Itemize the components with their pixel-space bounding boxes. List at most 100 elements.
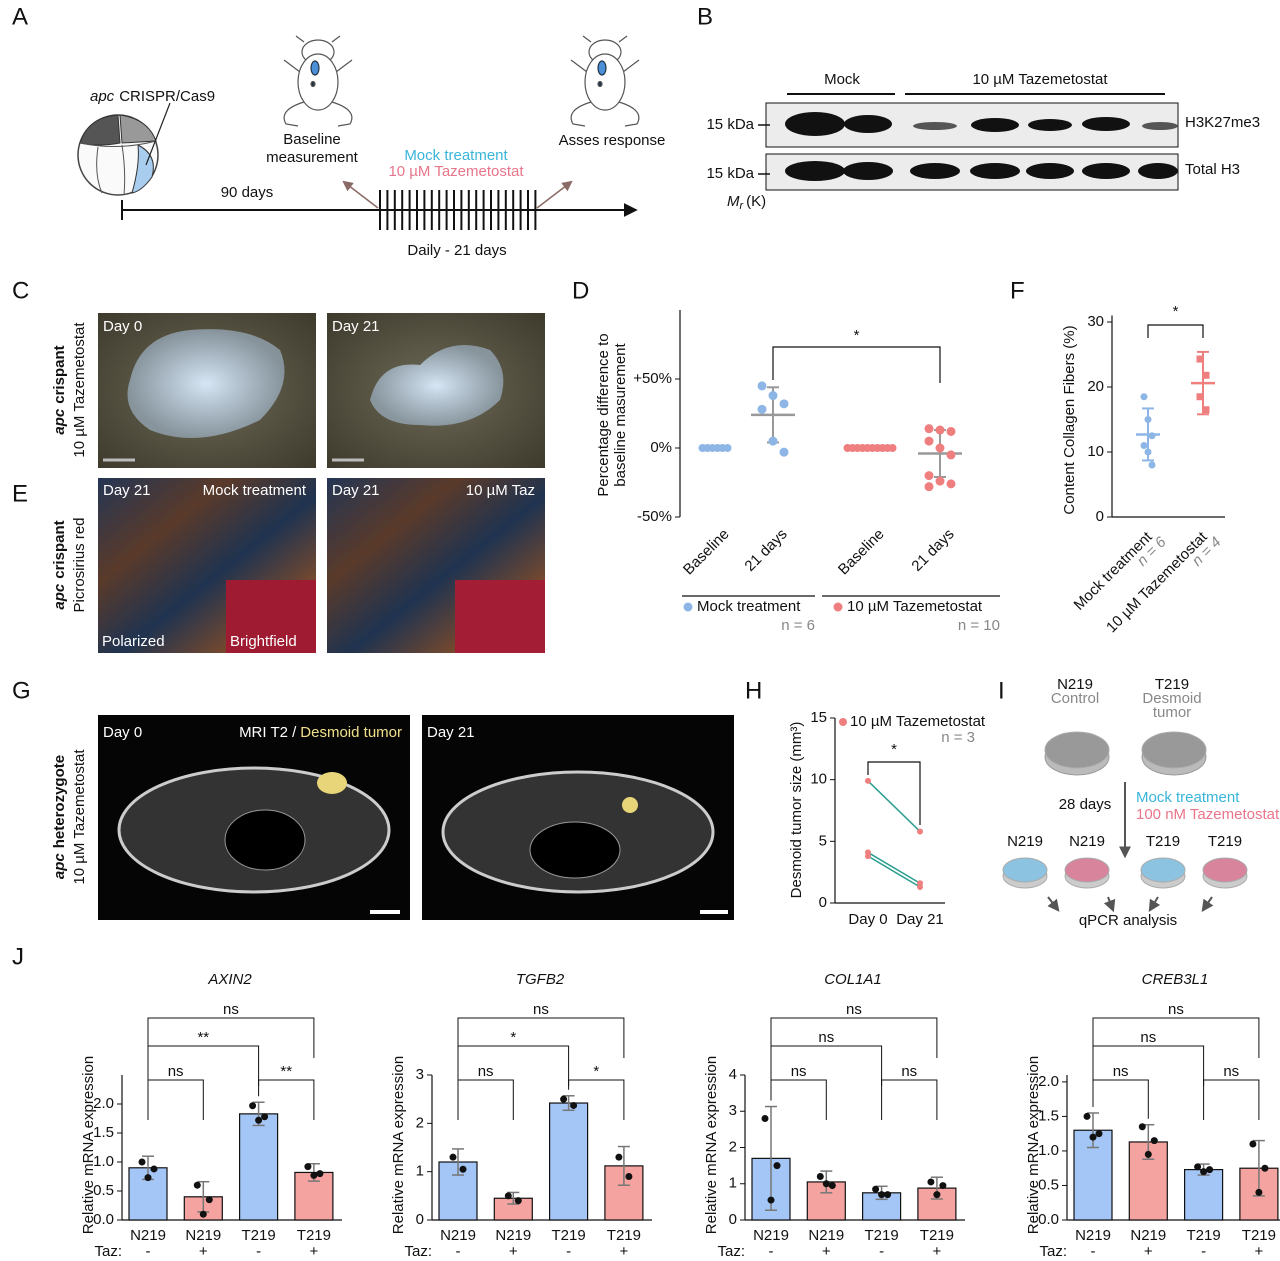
arrow xyxy=(1201,896,1214,912)
y-tick-label: 0% xyxy=(650,439,672,456)
point xyxy=(249,1102,257,1110)
significance: ns xyxy=(168,1063,184,1080)
dish xyxy=(1141,731,1207,769)
point xyxy=(459,1165,467,1173)
taz-sign: - xyxy=(769,1243,774,1260)
label: 10 µM Tazemetostat xyxy=(972,71,1108,88)
x-tick-label: Day 0 xyxy=(848,911,887,928)
y-tick-label: 0 xyxy=(729,1211,737,1228)
taz-sign: + xyxy=(1255,1243,1264,1260)
point xyxy=(138,1158,146,1166)
x-tick-label: 21 days xyxy=(908,526,957,575)
significance: * xyxy=(510,1029,516,1046)
point xyxy=(878,1191,886,1199)
significance-bracket xyxy=(457,1045,570,1086)
y-tick-label: 0.0 xyxy=(93,1211,114,1228)
point xyxy=(816,1173,824,1180)
y-tick-label: 0.0 xyxy=(1038,1211,1059,1228)
point xyxy=(504,1192,512,1200)
image-label: Mock treatment xyxy=(203,482,307,499)
label: 15 kDa xyxy=(706,165,754,182)
side-label-part: crispant xyxy=(51,520,68,578)
x-tick-label: 21 days xyxy=(741,526,790,575)
taz-sign: + xyxy=(933,1243,942,1260)
label: qPCR analysis xyxy=(1079,912,1177,929)
x-tick-label: Day 21 xyxy=(896,911,944,928)
significance-bracket xyxy=(147,1017,315,1058)
point xyxy=(888,444,897,452)
construct-label-part: apc xyxy=(90,88,115,105)
panel-letter: G xyxy=(12,677,31,704)
legend-label: Mock treatment xyxy=(697,598,801,615)
series-line xyxy=(867,855,921,888)
bar xyxy=(548,1102,589,1221)
significance: ns xyxy=(791,1063,807,1080)
arrow xyxy=(1103,896,1116,913)
panel-letter: A xyxy=(12,3,28,30)
point xyxy=(1194,1163,1202,1171)
dish xyxy=(1044,731,1110,769)
panel-letter: F xyxy=(1010,277,1025,304)
row-label: Taz: xyxy=(717,1243,745,1260)
label: T219 xyxy=(1155,676,1189,693)
significance: ** xyxy=(197,1029,209,1046)
point xyxy=(1140,393,1148,401)
label: 28 days xyxy=(1059,796,1112,813)
taz-sign: - xyxy=(1201,1243,1206,1260)
label: H3K27me3 xyxy=(1185,114,1260,131)
significance-bracket xyxy=(867,761,921,825)
chart-title: TGFB2 xyxy=(516,971,565,988)
point xyxy=(316,1170,324,1178)
side-label: apc crispant xyxy=(51,520,68,609)
point xyxy=(924,436,934,446)
label: Control xyxy=(1051,690,1099,707)
point xyxy=(935,425,945,435)
significance: ns xyxy=(818,1029,834,1046)
point xyxy=(150,1165,158,1173)
significance-bracket xyxy=(147,1045,260,1086)
significance: * xyxy=(854,327,860,344)
y-tick-label: 20 xyxy=(1087,378,1104,395)
body-cavity xyxy=(529,821,621,879)
label: Total H3 xyxy=(1185,161,1240,178)
panel-letter: C xyxy=(12,277,29,304)
y-tick-label: 5 xyxy=(819,832,827,849)
point xyxy=(822,1180,830,1188)
image-label-part: Desmoid tumor xyxy=(300,724,402,741)
point xyxy=(939,1182,947,1190)
y-tick-label: 0 xyxy=(416,1211,424,1228)
legend-swatch xyxy=(833,602,843,612)
point xyxy=(1196,393,1204,401)
x-tick-label: T219 xyxy=(1242,1227,1276,1244)
point xyxy=(1083,1112,1091,1120)
point xyxy=(865,853,871,860)
construct-label-part: CRISPR/Cas9 xyxy=(119,88,215,105)
label: 100 nM Tazemetostat xyxy=(1136,806,1280,823)
image-label-part: MRI T2 / xyxy=(239,724,297,741)
taz-sign: + xyxy=(620,1243,629,1260)
taz-sign: + xyxy=(1144,1243,1153,1260)
point xyxy=(946,479,956,489)
image-label: Polarized xyxy=(102,633,165,650)
point xyxy=(935,476,945,486)
legend-swatch xyxy=(683,602,693,612)
x-tick-label: T219 xyxy=(241,1227,275,1244)
panel-letter: J xyxy=(12,943,24,970)
point xyxy=(946,450,956,460)
point xyxy=(514,1197,522,1205)
dish xyxy=(1064,857,1110,883)
point xyxy=(779,447,789,457)
y-tick-label: 1 xyxy=(416,1163,424,1180)
significance-bracket xyxy=(147,1079,204,1120)
point xyxy=(1261,1164,1269,1172)
y-tick-label: 2.0 xyxy=(93,1095,114,1112)
legend-n: n = 10 xyxy=(958,617,1000,634)
inset xyxy=(455,580,545,653)
y-axis-label: Desmoid tumor size (mm³) xyxy=(788,722,805,899)
point xyxy=(872,1185,880,1193)
tumor-blob xyxy=(127,329,285,438)
chart-title: CREB3L1 xyxy=(1142,971,1209,988)
y-tick-label: 0 xyxy=(1096,508,1104,525)
significance: ns xyxy=(1223,1063,1239,1080)
